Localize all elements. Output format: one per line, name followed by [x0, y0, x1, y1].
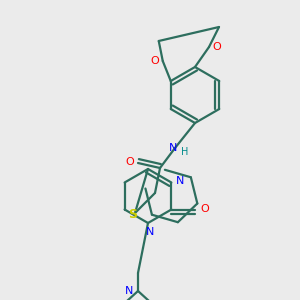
Text: O: O	[150, 56, 159, 66]
Text: S: S	[128, 208, 137, 221]
Text: O: O	[126, 157, 134, 167]
Text: N: N	[176, 176, 184, 185]
Text: H: H	[181, 147, 189, 157]
Text: N: N	[146, 227, 154, 237]
Text: O: O	[213, 42, 221, 52]
Text: N: N	[169, 143, 177, 153]
Text: O: O	[200, 205, 209, 214]
Text: N: N	[125, 286, 133, 296]
